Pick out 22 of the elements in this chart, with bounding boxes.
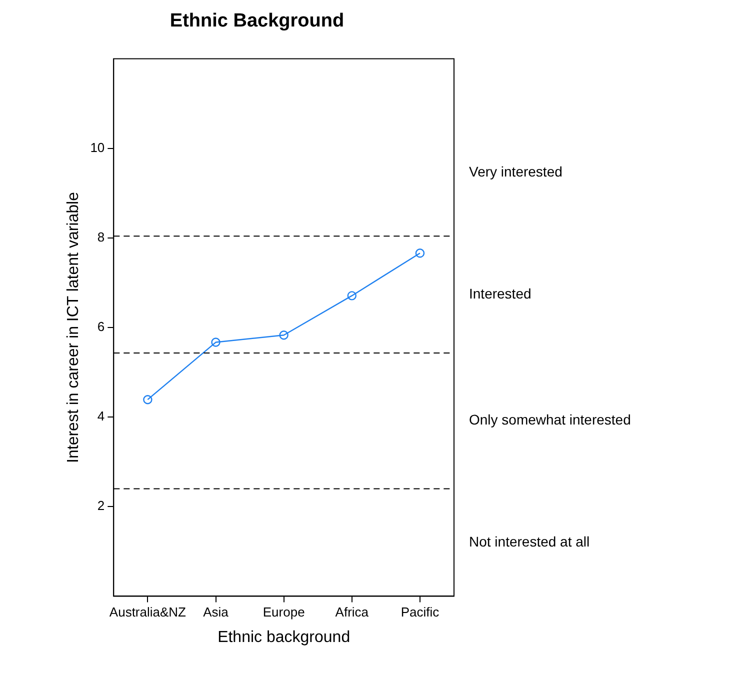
y-tick-label: 2 [97,498,105,514]
text: Very interested [469,163,562,180]
y-tick-label: 4 [97,408,105,424]
x-axis-title: Ethnic background [218,628,350,646]
y-tick-label: 8 [97,230,105,245]
chart-title: Ethnic Background [170,10,344,32]
y-tick-label: 10 [90,140,105,155]
x-tick-label: Asia [203,604,230,620]
y-tick-label: 6 [97,319,105,334]
point [279,330,288,340]
point [347,291,356,300]
y-axis-title: Interest in career in ICT latent variable [65,192,82,463]
point [415,248,425,258]
x-tick-label: Australia&NZ [109,604,186,620]
x-tick-label: Africa [335,604,370,620]
text: Interested [469,285,532,302]
text: Only somewhat interested [469,412,631,428]
point [211,338,220,347]
point [143,395,152,404]
text: Not interested at all [469,533,590,550]
x-tick-label: Pacific [400,604,440,620]
x-tick-label: Europe [262,604,305,620]
